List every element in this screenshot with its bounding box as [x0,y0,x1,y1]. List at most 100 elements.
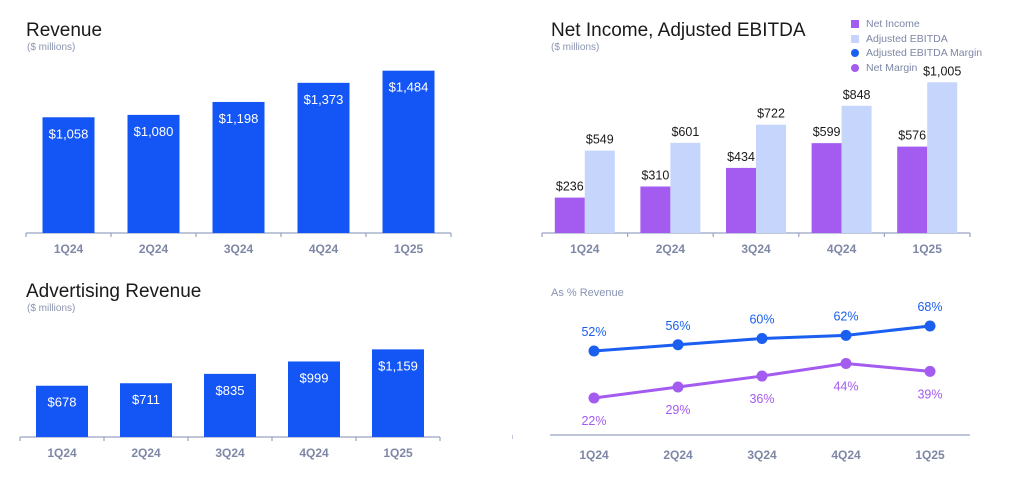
x-tick-label: 4Q24 [827,242,857,256]
bar-value-label: $848 [843,88,871,102]
bar-value-label: $999 [300,370,329,385]
x-tick-label: 2Q24 [139,242,169,256]
net-income-ebitda-chart: 1Q24 2Q24 3Q24 4Q24 1Q25 $236 $549 $310 $601 $434… [541,64,971,256]
bar-adjusted-ebitda [927,82,958,233]
advertising-revenue-chart-title: Advertising Revenue [26,281,202,302]
x-tick-label: 2Q24 [131,446,161,460]
bar [372,349,424,437]
ebitda-margin-point [756,333,768,344]
x-tick-label: 1Q25 [913,242,943,256]
legend-dot-net-margin [851,63,859,72]
x-tick-label: 3Q24 [747,448,777,462]
revenue-chart-subtitle: ($ millions) [27,42,76,53]
legend-item-adjusted-ebitda: Adjusted EBITDA [851,32,982,47]
x-tick-label: 1Q24 [579,448,609,462]
bar-value-label: $678 [48,395,77,410]
bar-adjusted-ebitda [584,150,615,233]
x-tick-label: 3Q24 [741,242,771,256]
ebitda-margin-label: 60% [749,313,774,327]
bar-value-label: $434 [727,150,755,164]
net-margin-label: 29% [665,403,690,417]
x-tick-label: 1Q24 [570,242,600,256]
bar-net-income [726,167,756,233]
legend-item-net-income: Net Income [851,17,982,32]
net-margin-point [672,381,684,393]
legend-label: Net Income [866,18,920,31]
x-tick-label: 3Q24 [215,446,245,460]
revenue-chart-title: Revenue [26,20,103,41]
bar-adjusted-ebitda [841,105,872,233]
net-margin-label: 39% [917,387,942,401]
bar-value-label: $1,159 [378,358,418,373]
net-margin-point [924,365,936,377]
legend-dot-ebitda-margin [851,49,859,58]
net-income-chart-title: Net Income, Adjusted EBITDA [551,20,806,41]
x-tick-label: 2Q24 [656,242,686,256]
bar-value-label: $601 [671,125,699,139]
net-margin-label: 44% [833,380,858,394]
x-tick-label: 1Q25 [383,446,413,460]
x-tick-label: 4Q24 [309,242,339,256]
bar-adjusted-ebitda [670,142,701,233]
net-margin-label: 36% [749,392,774,406]
bar-value-label: $236 [556,180,584,194]
bar-value-label: $1,484 [389,80,429,95]
bar-value-label: $1,005 [923,64,961,78]
legend-label: Adjusted EBITDA Margin [866,47,983,60]
bar [212,101,265,233]
bar-value-label: $1,373 [304,92,344,107]
bar-value-label: $722 [757,107,785,121]
bar-value-label: $1,080 [134,124,174,139]
x-tick-label: 1Q25 [394,242,424,256]
bar-net-income [554,197,585,233]
bar-value-label: $310 [641,169,669,183]
ebitda-margin-point [588,345,600,357]
ebitda-margin-point [840,329,852,341]
x-tick-label: 2Q24 [663,448,693,462]
bar-value-label: $549 [586,133,614,147]
bar [127,114,180,233]
bar-net-income [811,143,842,233]
chart-legend: Net Income Adjusted EBITDA Adjusted EBIT… [851,17,982,75]
net-income-chart-subtitle: ($ millions) [551,42,600,53]
x-tick-label: 4Q24 [299,446,329,460]
margin-line-chart: 1Q24 2Q24 3Q24 4Q24 1Q25 52% 56% 60% 62% 68% 22% 29… [512,300,970,462]
advertising-revenue-chart: 1Q24 2Q24 3Q24 4Q24 1Q25 $678 $711 $835 $999 $1,1… [19,349,441,460]
x-tick-label: 1Q24 [54,242,84,256]
net-margin-label: 22% [581,414,606,428]
legend-item-ebitda-margin: Adjusted EBITDA Margin [851,46,982,61]
x-tick-label: 1Q24 [47,446,77,460]
legend-label: Net Margin [866,61,918,74]
x-tick-label: 4Q24 [831,448,861,462]
bar [120,383,172,437]
ebitda-margin-point [672,339,684,351]
legend-label: Adjusted EBITDA [866,32,948,45]
bar-value-label: $599 [813,125,841,139]
x-tick-label: 1Q25 [915,448,945,462]
legend-item-net-margin: Net Margin [851,61,982,76]
legend-swatch-net-income [851,20,859,29]
ebitda-margin-label: 52% [581,325,606,339]
bar-adjusted-ebitda [756,124,786,233]
bar [42,117,95,233]
ebitda-margin-point [924,320,936,332]
bar [36,385,88,437]
revenue-chart: 1Q24 2Q24 3Q24 4Q24 1Q25 $1,058 $1,080 $1,198 $1… [25,70,452,256]
net-margin-point [756,370,768,382]
ebitda-margin-label: 56% [665,319,690,333]
bar [297,82,350,233]
bar [382,70,435,233]
bar-net-income [640,186,671,233]
bar-net-income [897,146,928,233]
ebitda-margin-label: 68% [917,300,942,314]
net-margin-point [840,358,852,370]
legend-swatch-adjusted-ebitda [851,34,859,43]
ebitda-margin-label: 62% [833,309,858,323]
net-margin-point [588,392,600,404]
margin-chart-subtitle: As % Revenue [551,287,624,299]
advertising-revenue-chart-subtitle: ($ millions) [27,303,76,314]
bar-value-label: $835 [216,383,245,398]
bar-value-label: $711 [132,392,160,407]
bar [204,373,256,437]
bar-value-label: $1,058 [49,126,89,141]
